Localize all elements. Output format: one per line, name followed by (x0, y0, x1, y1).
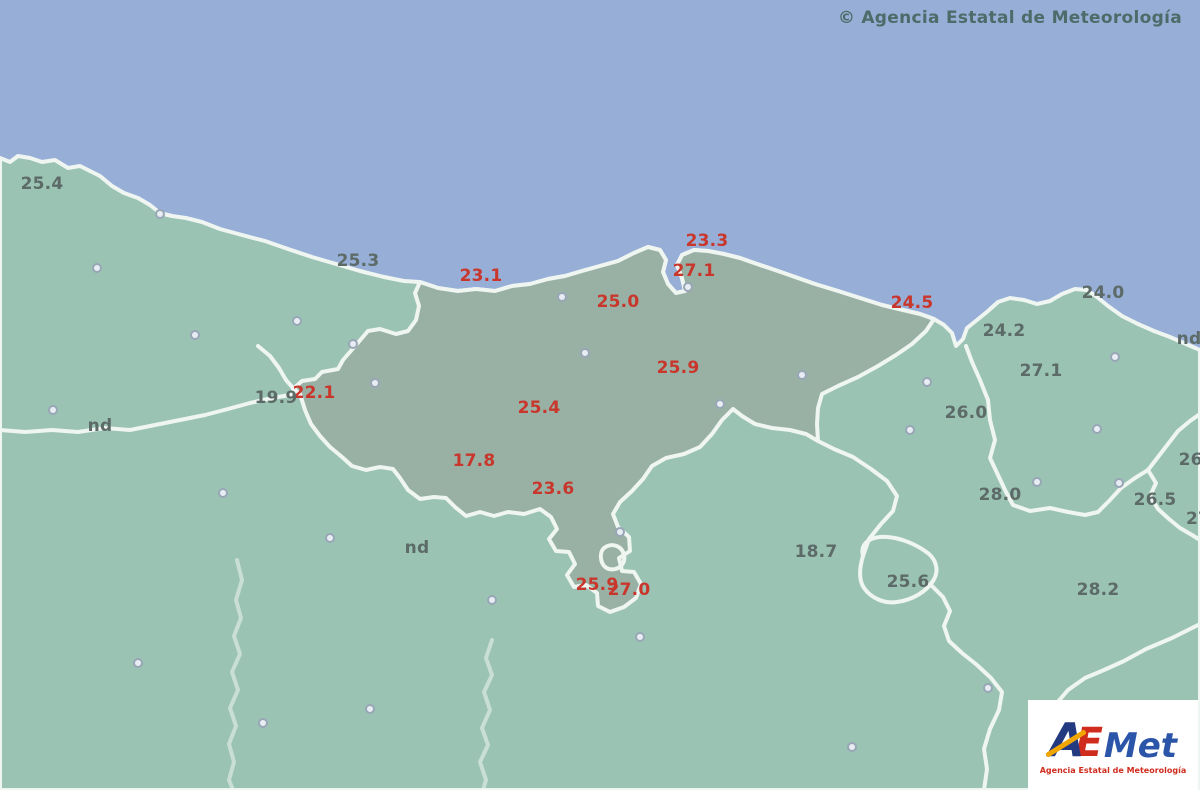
logo-letter-e: E (1075, 720, 1103, 766)
station-dot (1114, 478, 1124, 488)
temperature-label: 27 (1185, 509, 1200, 529)
station-dot (557, 292, 567, 302)
temperature-label: 24.5 (890, 293, 934, 313)
temperature-label: 25.6 (886, 572, 930, 592)
station-dot (370, 378, 380, 388)
station-dot (847, 742, 857, 752)
temperature-label: 25.0 (596, 292, 640, 312)
station-dot (580, 348, 590, 358)
province-borders (0, 344, 1200, 790)
station-dot (155, 209, 165, 219)
station-dot (635, 632, 645, 642)
temperature-label: 26.5 (1133, 490, 1177, 510)
temperature-label: 27.0 (607, 580, 651, 600)
station-dot (133, 658, 143, 668)
station-dot (683, 282, 693, 292)
border-northeast-branch (1146, 468, 1200, 542)
station-dot (258, 718, 268, 728)
border-faint-center (478, 638, 494, 790)
station-dot (348, 339, 358, 349)
logo-letters-met: Met (1103, 726, 1178, 766)
logo-letter-a-wrap: A (1045, 717, 1087, 763)
temperature-label: 28.2 (1076, 580, 1120, 600)
logo-subtitle: Agencia Estatal de Meteorología (1039, 766, 1187, 775)
border-enclave-inner (598, 543, 627, 572)
temperature-label: 23.1 (459, 266, 503, 286)
temperature-label: 28.0 (978, 485, 1022, 505)
station-dot (48, 405, 58, 415)
highlighted-region (291, 245, 936, 614)
temperature-label: 25.3 (336, 251, 380, 271)
temperature-label: 17.8 (452, 451, 496, 471)
temperature-label: 24.0 (1081, 283, 1125, 303)
border-northeast (964, 344, 1200, 517)
station-dot (797, 370, 807, 380)
station-dot (1032, 477, 1042, 487)
station-dot (292, 316, 302, 326)
temperature-label: 27.1 (1019, 361, 1063, 381)
station-dot (487, 595, 497, 605)
copyright-notice: © Agencia Estatal de Meteorología (837, 8, 1182, 28)
station-dot (1110, 352, 1120, 362)
border-tail-south (928, 582, 1004, 790)
station-dot (365, 704, 375, 714)
station-dot (325, 533, 335, 543)
aemet-logo: A E Met Agencia Estatal de Meteorología (1028, 700, 1198, 790)
border-southeast (816, 439, 899, 558)
temperature-label: nd (87, 416, 113, 436)
station-dot (190, 330, 200, 340)
temperature-label: 25.9 (575, 575, 619, 595)
aemet-logo-wordmark: A E Met (1045, 717, 1178, 766)
station-dot (615, 527, 625, 537)
temperature-label: 27.1 (672, 261, 716, 281)
temperature-label: 19.9 (254, 388, 298, 408)
temperature-label: 24.2 (982, 321, 1026, 341)
station-dot (92, 263, 102, 273)
border-enclave-loop (858, 534, 939, 605)
station-dot (905, 425, 915, 435)
station-dot (715, 399, 725, 409)
temperature-label: 26. (1178, 450, 1200, 470)
temperature-label: 25.4 (517, 398, 561, 418)
temperature-label: 25.9 (656, 358, 700, 378)
border-faint-left (227, 558, 244, 790)
temperature-label: 23.6 (531, 479, 575, 499)
temperature-label: nd (1176, 329, 1200, 349)
temperature-label: 23.3 (685, 231, 729, 251)
border-bottom-right (1046, 622, 1200, 722)
temperature-label: 25.4 (20, 174, 64, 194)
temperature-label: 22.1 (292, 383, 336, 403)
station-dot (983, 683, 993, 693)
border-west (0, 392, 302, 434)
station-dot (922, 377, 932, 387)
border-northwest-joint (256, 344, 302, 396)
temperature-label: 26.0 (944, 403, 988, 423)
station-dot (1092, 424, 1102, 434)
temperature-label: 18.7 (794, 542, 838, 562)
station-dot (218, 488, 228, 498)
temperature-label: nd (404, 538, 430, 558)
